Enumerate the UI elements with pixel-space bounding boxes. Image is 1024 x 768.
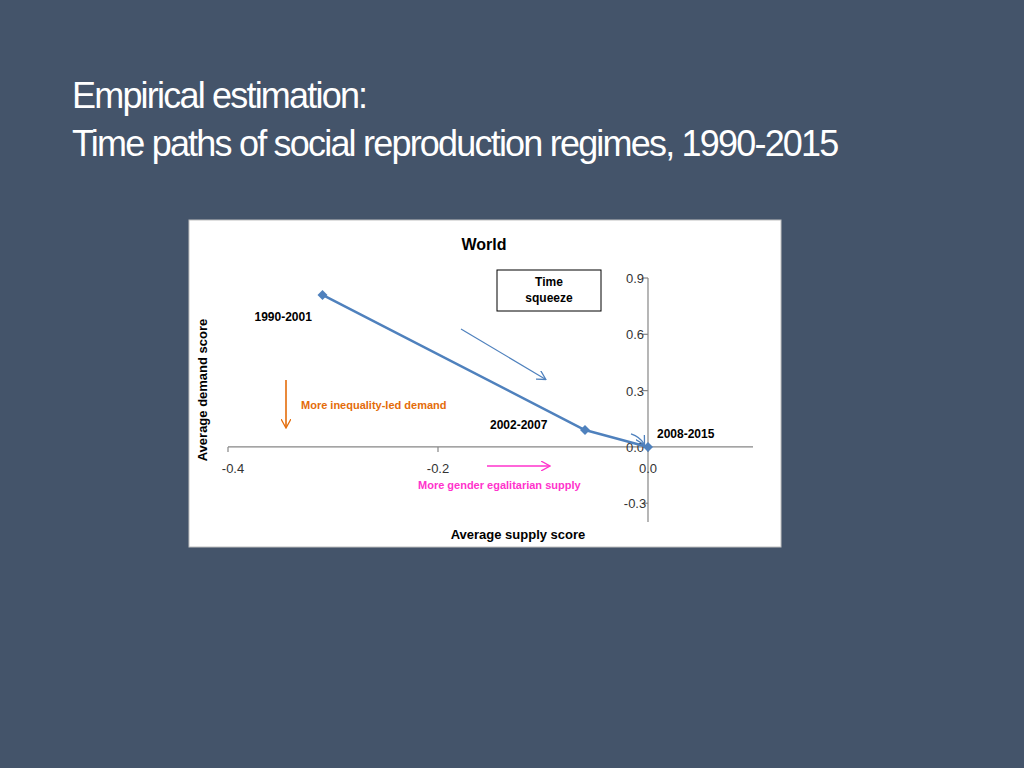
- data-point: [318, 290, 328, 300]
- x-tick-label: -0.2: [427, 461, 449, 476]
- y-tick-label: 0.6: [626, 327, 644, 342]
- point-label: 2002-2007: [490, 418, 548, 432]
- data-group: [318, 290, 654, 452]
- arrow: [487, 465, 549, 467]
- x-tick: [227, 447, 228, 452]
- y-tick-label: 0.9: [626, 271, 644, 286]
- slide-title: Time paths of social reproduction regime…: [72, 123, 838, 164]
- y-axis-title: Average demand score: [195, 319, 210, 462]
- data-point: [643, 442, 653, 452]
- y-axis: [647, 278, 648, 522]
- point-label: 1990-2001: [255, 310, 313, 324]
- arrow: [461, 329, 545, 379]
- slide: Empirical estimation: Time paths of socia…: [0, 0, 1024, 768]
- x-axis: [228, 446, 753, 447]
- annotation: More gender egalitarian supply: [418, 479, 581, 491]
- data-point: [580, 425, 590, 435]
- x-axis-title: Average supply score: [451, 527, 586, 542]
- arrow: [285, 380, 287, 427]
- y-tick-label: 0.3: [626, 384, 644, 399]
- y-tick-label: -0.3: [624, 496, 646, 511]
- point-label: 2008-2015: [657, 427, 715, 441]
- x-tick-label: -0.4: [222, 461, 244, 476]
- x-tick-label: 0.0: [639, 461, 657, 476]
- x-tick: [437, 447, 438, 452]
- annotation: More inequality-led demand: [301, 399, 446, 411]
- annotation-box: [497, 270, 601, 311]
- chart-area: [189, 220, 781, 547]
- slide-title: Empirical estimation:: [72, 75, 366, 116]
- annotation: Timesqueeze: [525, 275, 573, 305]
- chart-title: World: [461, 236, 506, 253]
- arrow: [631, 434, 644, 444]
- data-line: [323, 295, 649, 447]
